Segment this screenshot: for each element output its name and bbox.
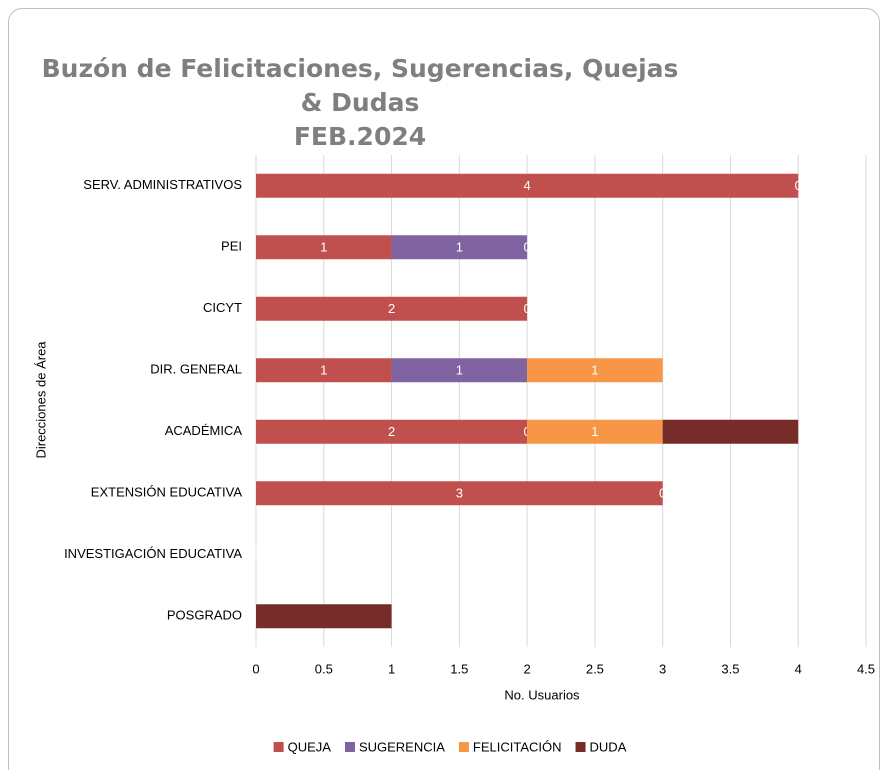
y-tick-label: POSGRADO (167, 608, 242, 623)
bar-segment (256, 358, 392, 383)
y-tick-label: DIR. GENERAL (150, 362, 242, 377)
x-tick-label: 2 (523, 661, 530, 676)
data-label: 1 (320, 240, 327, 255)
x-tick-label: 4.5 (857, 661, 875, 676)
bar-segment (256, 173, 799, 198)
y-axis-title: Direcciones de Área (33, 341, 48, 459)
chart-subtitle: FEB.2024 (293, 122, 427, 151)
data-label: 2 (388, 424, 395, 439)
x-tick-label: 3.5 (721, 661, 739, 676)
bar-segment (256, 419, 528, 444)
data-label: 1 (320, 363, 327, 378)
bar-segment (391, 358, 528, 383)
chart-frame (8, 8, 880, 770)
data-label: 2 (388, 301, 395, 316)
x-tick-label: 0.5 (315, 661, 333, 676)
data-label: 1 (456, 363, 463, 378)
legend-label: DUDA (590, 739, 627, 754)
x-tick-label: 0 (252, 661, 259, 676)
legend-swatch (344, 742, 355, 752)
data-label: 0 (252, 547, 259, 562)
legend-swatch (575, 742, 586, 752)
data-label: 4 (523, 178, 530, 193)
y-tick-label: PEI (221, 239, 242, 254)
x-tick-label: 4 (795, 661, 802, 676)
bar-segment (256, 235, 392, 260)
bar-segment (256, 604, 392, 629)
bar-segment (527, 419, 663, 444)
data-label: 1 (591, 363, 598, 378)
data-label: 0 (523, 240, 530, 255)
bar-segment (256, 296, 528, 321)
x-tick-label: 1.5 (450, 661, 468, 676)
legend-label: QUEJA (288, 739, 332, 754)
y-tick-label: SERV. ADMINISTRATIVOS (83, 177, 242, 192)
bar-segment (256, 481, 663, 506)
y-tick-label: ACADÉMICA (165, 423, 243, 438)
data-label: 1 (456, 240, 463, 255)
data-label: 0 (659, 486, 666, 501)
x-tick-label: 2.5 (586, 661, 604, 676)
chart-title: Buzón de Felicitaciones, Sugerencias, Qu… (41, 54, 679, 117)
legend-label: SUGERENCIA (359, 739, 445, 754)
y-tick-label: EXTENSIÓN EDUCATIVA (91, 485, 243, 500)
x-axis-title: No. Usuarios (504, 687, 580, 702)
data-label: 1 (591, 424, 598, 439)
legend-swatch (458, 742, 469, 752)
bar-segment (662, 419, 799, 444)
bar-segment (527, 358, 663, 383)
x-tick-label: 1 (388, 661, 395, 676)
title-block: Buzón de Felicitaciones, Sugerencias, Qu… (40, 52, 680, 154)
bar-segment (391, 235, 528, 260)
data-label: 0 (795, 178, 802, 193)
x-tick-label: 3 (659, 661, 666, 676)
y-tick-label: CICYT (203, 300, 242, 315)
data-label: 3 (456, 486, 463, 501)
data-label: 0 (523, 301, 530, 316)
y-tick-label: INVESTIGACIÓN EDUCATIVA (64, 546, 242, 561)
legend-swatch (273, 742, 284, 752)
legend-label: FELICITACIÓN (473, 739, 562, 754)
